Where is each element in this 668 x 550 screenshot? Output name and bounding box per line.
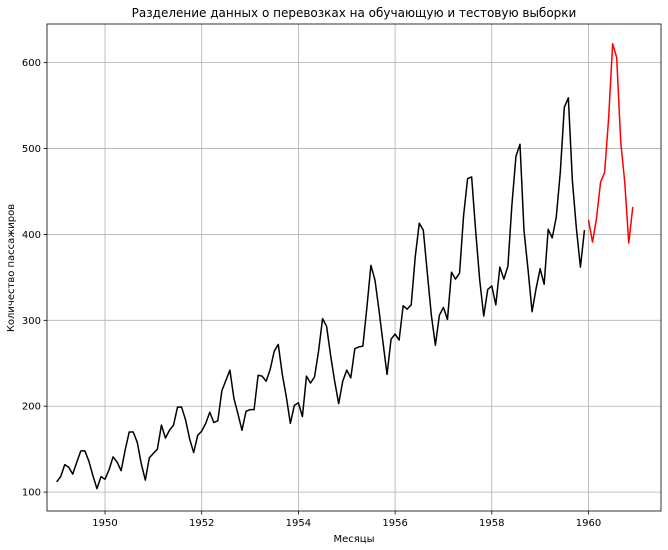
train-series-line	[56, 97, 586, 490]
y-tick-label: 200	[22, 402, 41, 413]
test-series-line	[587, 43, 634, 244]
grid	[47, 24, 661, 511]
plot-frame	[46, 23, 662, 512]
tick-layer: 1950 1952 1954 1956 1958 1960 100 200 300 400 500 6…	[22, 58, 601, 529]
y-axis-label: Количество пассажиров	[6, 204, 17, 332]
series-layer	[56, 43, 634, 490]
x-tick-label: 1950	[92, 518, 117, 529]
x-tick-label: 1958	[479, 518, 504, 529]
axes-frame	[46, 23, 662, 512]
x-tick-label: 1956	[382, 518, 407, 529]
x-axis-label: Месяцы	[334, 534, 375, 545]
x-tick-label: 1954	[286, 518, 311, 529]
y-tick-label: 300	[22, 316, 41, 327]
y-tick-label: 500	[22, 144, 41, 155]
y-tick-label: 400	[22, 230, 41, 241]
chart-title: Разделение данных о перевозках на обучаю…	[132, 6, 577, 20]
y-tick-label: 600	[22, 58, 41, 69]
y-tick-label: 100	[22, 488, 41, 499]
x-tick-label: 1952	[189, 518, 214, 529]
x-tick-label: 1960	[576, 518, 601, 529]
